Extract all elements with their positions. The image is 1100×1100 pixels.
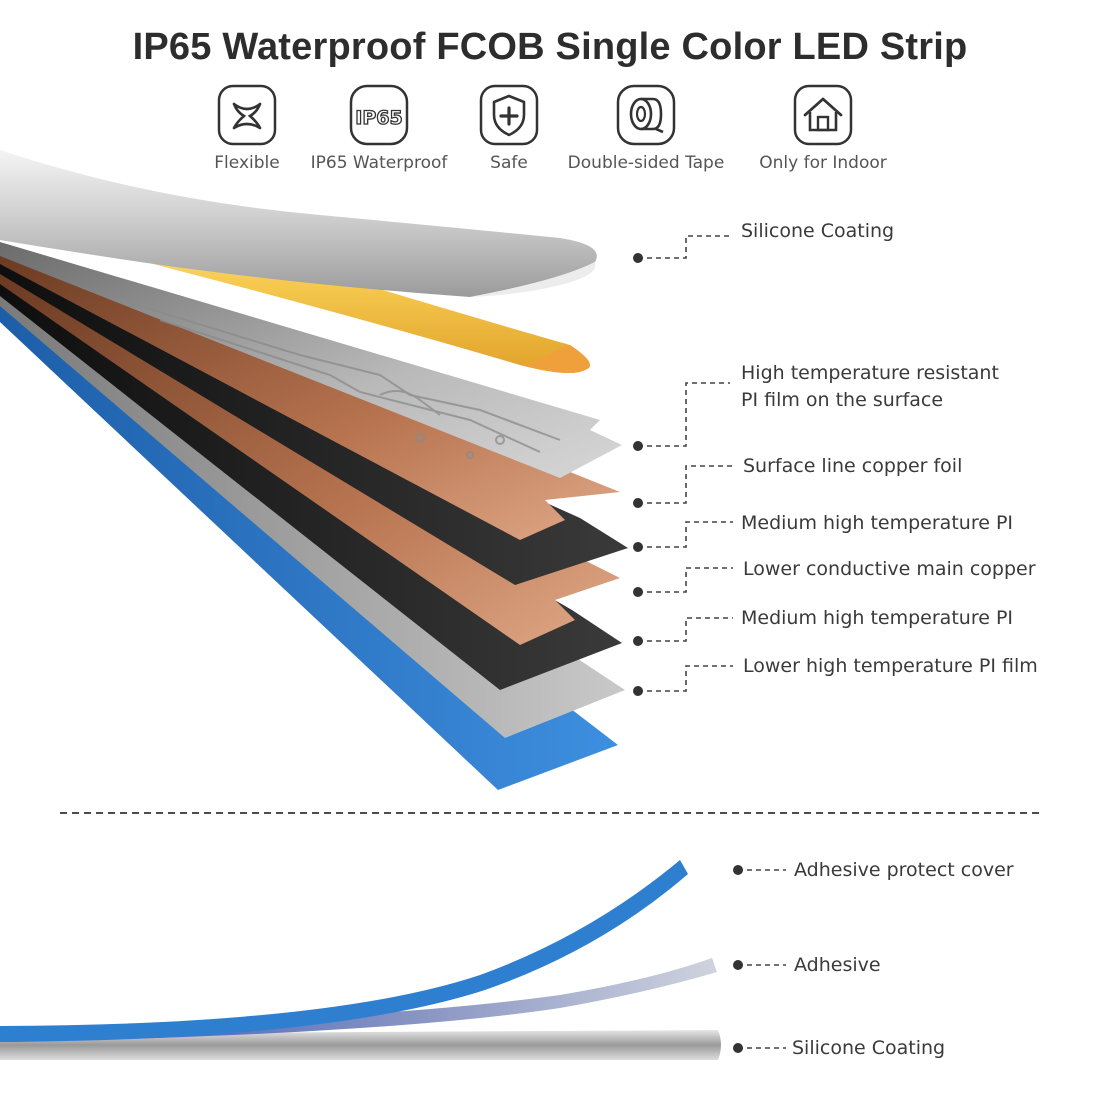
callout-medium-pi-2: Medium high temperature PI	[741, 607, 1014, 629]
feature-safe: Safe	[419, 84, 599, 173]
surface-copper-layer	[0, 250, 620, 540]
callout-pi-surface-line2: PI film on the surface	[741, 389, 944, 411]
feature-double-sided-tape: Double-sided Tape	[556, 84, 736, 173]
feature-label: IP65 Waterproof	[310, 153, 448, 173]
callout-silicone-coating: Silicone Coating	[741, 220, 895, 242]
feature-ip65: IP65 IP65 Waterproof	[289, 84, 469, 173]
feature-label: Safe	[490, 153, 528, 173]
feature-flexible: Flexible	[157, 84, 337, 173]
callout-bottom-silicone: Silicone Coating	[792, 1037, 946, 1059]
callout-adhesive-protect-cover: Adhesive protect cover	[794, 859, 1014, 881]
silicone-rod	[0, 1030, 721, 1060]
adhesive-protect-cover	[0, 860, 688, 1042]
callout-medium-pi-1: Medium high temperature PI	[741, 512, 1014, 534]
silicone-coating-layer	[0, 150, 597, 297]
tape-roll-icon	[616, 84, 676, 146]
flexible-ribbon-icon	[217, 84, 277, 146]
page-title: IP65 Waterproof FCOB Single Color LED St…	[132, 26, 968, 68]
callout-pi-surface-line1: High temperature resistant	[741, 362, 999, 384]
callout-lower-pi-film: Lower high temperature PI film	[743, 655, 1038, 677]
feature-label: Double-sided Tape	[567, 153, 725, 173]
callout-adhesive: Adhesive	[794, 954, 881, 976]
house-icon	[793, 84, 853, 146]
ip65-badge-icon: IP65	[349, 84, 409, 146]
callout-lower-copper: Lower conductive main copper	[743, 558, 1036, 580]
circuit-traces	[119, 299, 561, 459]
callout-surface-copper: Surface line copper foil	[743, 455, 963, 477]
feature-label: Only for Indoor	[759, 153, 887, 173]
ip65-badge-text: IP65	[355, 107, 402, 129]
shield-plus-icon	[479, 84, 539, 146]
leader-dots	[633, 253, 743, 1053]
feature-only-for-indoor: Only for Indoor	[733, 84, 913, 173]
feature-label: Flexible	[214, 153, 280, 173]
leader-lines	[638, 235, 786, 1049]
